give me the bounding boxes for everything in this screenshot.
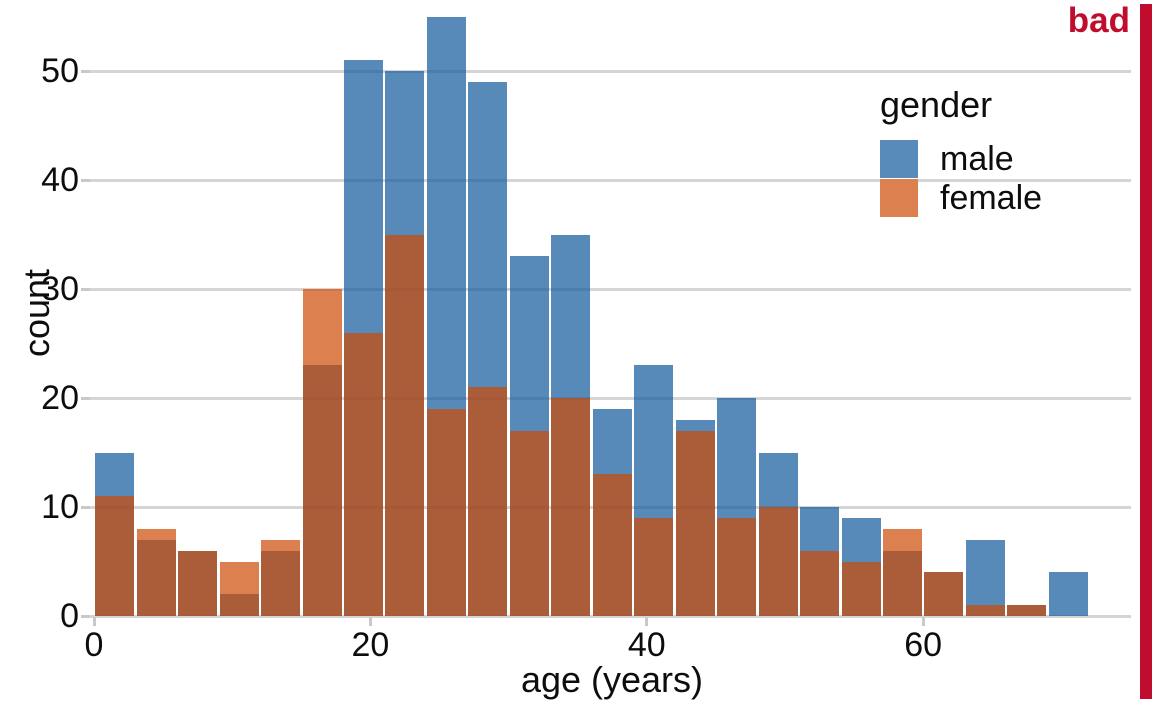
x-tick-mark — [921, 617, 925, 626]
histogram-bar-female — [758, 507, 798, 616]
histogram-bar-male — [965, 539, 1005, 616]
gridline — [90, 178, 1131, 182]
histogram-bar-female — [841, 561, 881, 616]
legend: gender male female — [880, 86, 1042, 217]
x-tick-label: 20 — [351, 626, 390, 664]
x-tick-mark — [92, 617, 96, 626]
legend-label-male: male — [940, 139, 1014, 178]
y-tick-mark — [81, 287, 90, 291]
histogram-bar-female — [800, 550, 840, 616]
histogram-bar-female — [675, 430, 715, 616]
histogram-bar-female — [965, 605, 1005, 616]
histogram-bar-female — [385, 234, 425, 616]
histogram-bar-female — [592, 474, 632, 616]
histogram-bar-female — [924, 572, 964, 616]
histogram-bar-female — [551, 398, 591, 616]
histogram-bar-female — [344, 332, 384, 616]
gridline — [90, 614, 1131, 618]
red-edge-bar — [1140, 4, 1152, 699]
x-tick-label: 0 — [84, 626, 104, 664]
y-axis-title: count — [16, 268, 57, 358]
y-tick-label: 10 — [41, 488, 79, 526]
legend-swatch-female — [880, 178, 918, 217]
y-tick-label: 20 — [41, 379, 79, 417]
legend-item-female: female — [880, 178, 1042, 217]
y-tick-label: 30 — [41, 270, 79, 308]
gridline — [90, 69, 1131, 73]
histogram-bar-female — [136, 528, 176, 616]
x-tick-mark — [368, 617, 372, 626]
x-tick-label: 40 — [627, 626, 666, 664]
y-tick-label: 50 — [41, 52, 79, 90]
y-tick-mark — [81, 178, 90, 182]
legend-swatch-male — [880, 139, 918, 178]
y-tick-mark — [81, 396, 90, 400]
y-tick-label: 0 — [60, 597, 79, 635]
histogram-bar-female — [426, 408, 466, 616]
x-tick-mark — [645, 617, 649, 626]
x-axis-title: age (years) — [520, 659, 704, 700]
histogram-bar-female — [219, 561, 259, 616]
histogram-bar-male — [1048, 572, 1088, 616]
histogram-bar-female — [302, 289, 342, 616]
y-tick-label: 40 — [41, 161, 79, 199]
histogram-bar-female — [178, 550, 218, 616]
gridline — [90, 287, 1131, 291]
y-tick-mark — [81, 505, 90, 509]
legend-item-male: male — [880, 139, 1042, 178]
legend-label-female: female — [940, 178, 1043, 217]
gridline — [90, 396, 1131, 400]
histogram-bar-female — [95, 496, 135, 616]
y-tick-mark — [81, 614, 90, 618]
histogram-bar-female — [717, 517, 757, 616]
histogram-bar-female — [1007, 605, 1047, 616]
legend-title: gender — [880, 84, 993, 125]
histogram-bar-female — [634, 517, 674, 616]
histogram-bar-female — [468, 387, 508, 616]
histogram-bar-female — [261, 539, 301, 616]
bad-annotation: bad — [1067, 1, 1130, 40]
y-tick-mark — [81, 69, 90, 73]
histogram-bar-female — [882, 528, 922, 616]
histogram-bar-female — [509, 430, 549, 616]
x-tick-label: 60 — [904, 626, 943, 664]
